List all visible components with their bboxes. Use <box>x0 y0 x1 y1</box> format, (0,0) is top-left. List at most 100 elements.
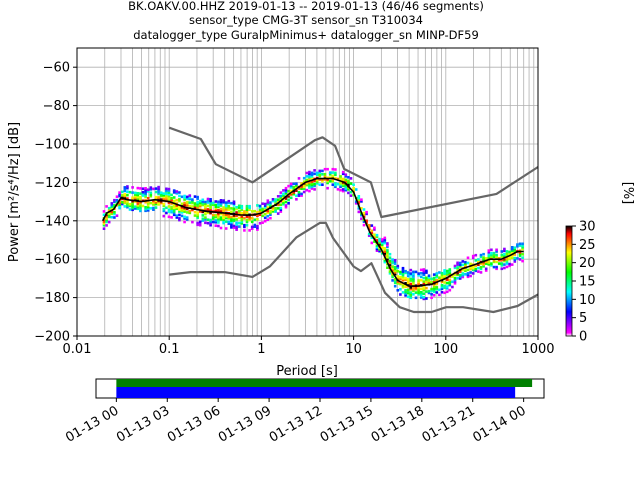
density-cell <box>146 188 150 191</box>
density-cell <box>222 220 225 223</box>
density-cell <box>183 201 186 205</box>
density-cell <box>510 263 514 266</box>
density-cell <box>191 208 194 212</box>
density-cell <box>404 285 407 288</box>
density-cell <box>204 202 207 206</box>
density-cell <box>113 212 116 216</box>
median-line <box>101 177 524 287</box>
density-cell <box>198 220 202 224</box>
density-cell <box>105 218 108 222</box>
density-cell <box>159 191 163 194</box>
density-cell <box>230 201 233 205</box>
density-cell <box>172 203 176 206</box>
density-cell <box>274 198 277 201</box>
density-cell <box>305 182 309 185</box>
density-cell <box>503 266 506 270</box>
density-cell <box>495 260 498 264</box>
density-cell <box>227 208 231 212</box>
density-cell <box>347 182 350 186</box>
density-cell <box>445 285 449 288</box>
density-cell <box>500 255 504 258</box>
density-cell <box>388 259 392 263</box>
density-cell <box>196 195 199 199</box>
density-cell <box>120 202 124 206</box>
density-cell <box>172 191 176 194</box>
density-cell <box>240 220 244 223</box>
density-cell <box>375 233 379 237</box>
density-cell <box>474 269 478 273</box>
density-cell <box>464 267 467 271</box>
x-axis-ticks: 0.01 0.1 1 10 100 1000 <box>63 336 555 357</box>
density-cell <box>370 236 374 239</box>
density-cell <box>263 202 267 206</box>
density-cell <box>357 200 361 203</box>
density-cell <box>495 248 498 252</box>
density-cell <box>484 257 488 260</box>
density-cell <box>157 203 160 206</box>
density-cell <box>318 178 322 181</box>
density-cell <box>305 178 309 182</box>
density-cell <box>373 240 376 243</box>
density-cell <box>378 243 381 246</box>
density-cell <box>157 196 160 199</box>
density-cell <box>206 201 210 204</box>
density-cell <box>284 205 288 209</box>
density-cell <box>334 183 337 187</box>
y-tick-label: −200 <box>34 330 70 345</box>
density-cell <box>492 265 496 269</box>
density-cell <box>175 207 179 211</box>
density-cell <box>313 184 316 188</box>
density-cell <box>295 194 298 198</box>
density-cell <box>185 202 189 206</box>
density-cell <box>297 191 301 194</box>
density-cell <box>310 175 314 178</box>
density-cell <box>318 183 322 186</box>
density-cell <box>206 211 210 215</box>
density-cell <box>375 246 379 249</box>
density-cell <box>323 174 327 178</box>
density-cell <box>521 247 524 251</box>
density-cell <box>495 267 498 271</box>
density-cell <box>360 207 363 210</box>
density-cell <box>144 190 147 194</box>
density-cell <box>133 196 137 200</box>
density-cell <box>276 212 280 215</box>
density-cell <box>482 265 485 268</box>
density-cell <box>362 220 366 223</box>
density-cell <box>435 287 439 291</box>
density-cell <box>383 260 387 264</box>
density-cell <box>110 210 114 214</box>
density-cell <box>513 246 517 249</box>
density-cell <box>185 207 189 211</box>
density-cell <box>240 208 244 211</box>
density-cell <box>250 210 254 213</box>
density-cell <box>172 196 176 199</box>
density-cell <box>217 200 220 204</box>
density-cell <box>404 282 407 285</box>
density-cell <box>269 216 272 220</box>
x-tick-label: 10 <box>345 342 362 357</box>
density-cell <box>271 198 275 201</box>
density-cell <box>388 270 392 273</box>
density-cell <box>217 221 220 224</box>
density-cell <box>248 215 251 218</box>
density-cell <box>118 194 121 198</box>
density-cell <box>422 280 426 283</box>
density-cell <box>308 177 311 181</box>
density-cell <box>149 188 153 191</box>
density-cell <box>235 218 238 221</box>
density-cell <box>266 202 270 206</box>
density-cell <box>198 223 202 227</box>
density-cell <box>435 272 439 275</box>
density-cell <box>248 208 251 211</box>
density-cell <box>438 278 441 281</box>
density-cell <box>102 227 106 230</box>
density-cell <box>427 274 431 277</box>
density-cell <box>334 171 337 175</box>
density-cell <box>120 195 124 199</box>
density-cell <box>380 252 384 255</box>
density-cell <box>188 211 192 215</box>
density-cell <box>518 258 522 261</box>
density-cell <box>139 197 142 201</box>
density-cell <box>144 209 147 213</box>
